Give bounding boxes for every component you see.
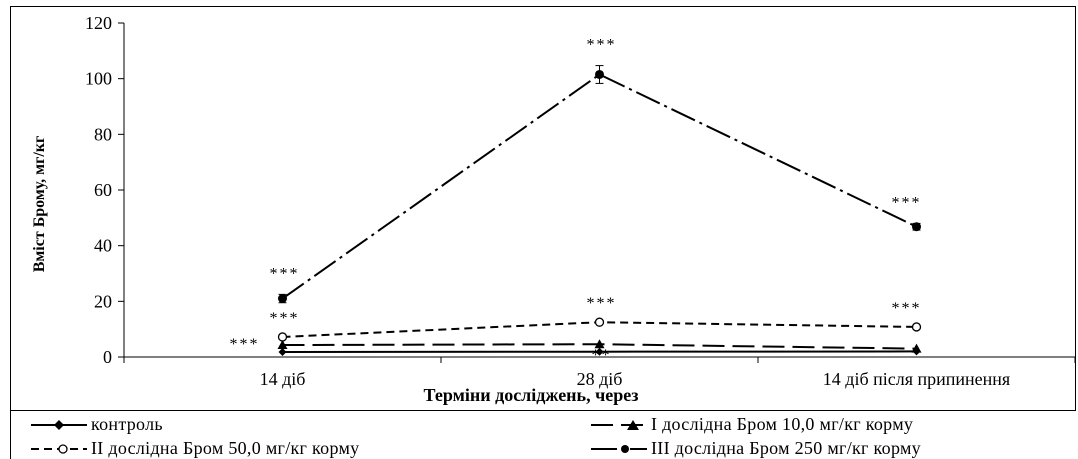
marker-open-circle (594, 317, 605, 327)
legend-item-group-2: II дослідна Бром 50,0 мг/кг корму (29, 438, 359, 459)
marker-filled-circle (595, 69, 604, 79)
series-line-3 (281, 73, 917, 300)
marker-diamond (278, 347, 287, 356)
legend-swatch-group-3 (591, 444, 647, 453)
significance-label: *** (270, 265, 300, 282)
legend-item-group-1: I дослідна Бром 10,0 мг/кг корму (589, 414, 913, 435)
marker-triangle (277, 340, 288, 350)
legend-label-group-1: I дослідна Бром 10,0 мг/кг корму (651, 414, 914, 434)
y-tick-label: 40 (94, 236, 112, 256)
legend-swatch-control (31, 419, 87, 430)
y-axis-label: Вміст Брому, мг/кг (31, 136, 48, 273)
chart-plot: 0 20 40 60 80 100 120 14 діб 28 діб 14 діб після … (31, 13, 1075, 405)
legend-swatch-group-1 (591, 419, 647, 430)
significance-label: ** (592, 347, 612, 364)
legend-item-group-3: III дослідна Бром 250 мг/кг корму (589, 438, 921, 459)
series-3 (278, 65, 921, 304)
marker-open-circle (277, 332, 288, 342)
y-tick-label: 100 (85, 69, 112, 89)
y-tick-label: 60 (94, 180, 112, 200)
marker-triangle (594, 339, 605, 349)
legend-label-control: контроль (91, 414, 163, 434)
significance-label: *** (270, 310, 300, 327)
legend-label-group-2: II дослідна Бром 50,0 мг/кг корму (91, 438, 360, 458)
marker-filled-circle (278, 294, 287, 304)
y-tick-label: 120 (85, 13, 112, 33)
chart-frame: 0 20 40 60 80 100 120 14 діб 28 діб 14 діб після … (10, 6, 1076, 411)
significance-label: *** (587, 295, 617, 312)
significance-label: *** (230, 336, 260, 353)
legend-label-group-3: III дослідна Бром 250 мг/кг корму (651, 438, 921, 458)
series-1 (277, 339, 922, 353)
x-axis-label: Терміни досліджень, через (424, 385, 639, 405)
legend-swatch-group-2 (31, 443, 87, 454)
x-tick-label: 14 діб після припинення (823, 369, 1010, 389)
significance-label: *** (892, 194, 922, 211)
x-tick-label: 28 діб (577, 369, 623, 389)
legend-item-control: контроль (29, 414, 163, 435)
series-2 (277, 317, 922, 342)
marker-diamond (595, 347, 604, 356)
legend: контроль I дослідна Бром 10,0 мг/кг корм… (10, 410, 1076, 459)
y-tick-label: 0 (103, 347, 112, 367)
x-tick-label: 14 діб (260, 369, 306, 389)
significance-label: *** (892, 300, 922, 317)
marker-filled-circle (912, 222, 921, 232)
marker-open-circle (911, 322, 922, 332)
significance-label: *** (587, 37, 617, 54)
y-tick-label: 20 (94, 291, 112, 311)
y-tick-label: 80 (94, 124, 112, 144)
marker-triangle (911, 343, 922, 353)
